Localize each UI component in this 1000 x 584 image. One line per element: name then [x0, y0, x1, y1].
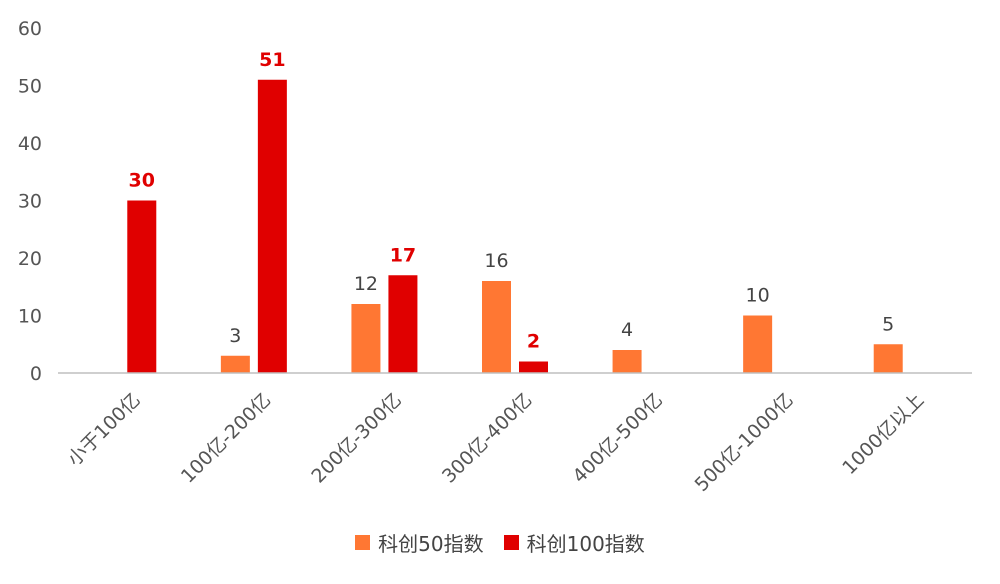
data-label-series-2-3: 2 [527, 331, 540, 353]
x-category-label: 200亿-300亿 [307, 389, 406, 488]
y-tick-label: 10 [18, 306, 42, 328]
legend-label-series-1: 科创50指数 [378, 532, 484, 556]
y-tick-label: 30 [18, 191, 42, 213]
y-tick-label: 0 [30, 363, 42, 385]
x-category-label: 400亿-500亿 [569, 389, 668, 488]
data-label-series-1-1: 3 [229, 325, 241, 347]
x-category-label: 100亿-200亿 [177, 389, 276, 488]
legend-item-series-2: 科创100指数 [503, 528, 645, 557]
bar-series-1-5 [743, 315, 773, 373]
legend-swatch-series-1 [355, 535, 371, 550]
x-category-label: 1000亿以上 [838, 389, 928, 479]
legend-item-series-1: 科创50指数 [355, 528, 484, 557]
data-label-series-1-5: 10 [746, 285, 770, 307]
bar-series-1-3 [482, 281, 511, 373]
x-category-label: 小于100亿 [63, 389, 145, 471]
bar-series-1-1 [220, 355, 250, 373]
bar-series-2-2 [388, 275, 418, 373]
data-label-series-1-6: 5 [882, 313, 894, 335]
bar-series-2-0 [127, 200, 157, 373]
bar-series-2-3 [519, 361, 548, 373]
data-label-series-2-2: 17 [390, 244, 416, 266]
x-category-label: 300亿-400亿 [438, 389, 537, 488]
y-tick-label: 20 [18, 248, 42, 270]
x-axis-labels: 小于100亿 100亿-200亿 200亿-300亿 300亿-400亿 400亿-50… [63, 389, 928, 496]
data-label-series-1-2: 12 [354, 273, 378, 295]
legend: 科创50指数 科创100指数 [0, 528, 1000, 557]
legend-swatch-series-2 [503, 535, 519, 550]
bar-series-1-4 [612, 350, 642, 373]
y-tick-label: 60 [18, 18, 42, 40]
bars-group [127, 79, 903, 373]
data-labels-group: 30 3 51 12 17 16 2 4 10 5 [129, 49, 895, 353]
y-tick-label: 50 [18, 76, 42, 98]
bar-chart: 0 10 20 30 40 50 60 30 3 51 12 17 16 2 4 10 5 小于100亿 100… [18, 18, 972, 496]
data-label-series-1-3: 16 [484, 250, 508, 272]
data-label-series-2-0: 30 [129, 170, 155, 192]
y-tick-label: 40 [18, 133, 42, 155]
data-label-series-2-1: 51 [259, 49, 285, 71]
data-label-series-1-4: 4 [621, 319, 633, 341]
bar-series-1-2 [351, 304, 381, 373]
legend-label-series-2: 科创100指数 [526, 532, 645, 556]
y-axis-ticks: 0 10 20 30 40 50 60 [18, 18, 42, 385]
bar-series-1-6 [873, 344, 903, 373]
x-category-label: 500亿-1000亿 [691, 389, 798, 496]
bar-series-2-1 [257, 79, 287, 373]
